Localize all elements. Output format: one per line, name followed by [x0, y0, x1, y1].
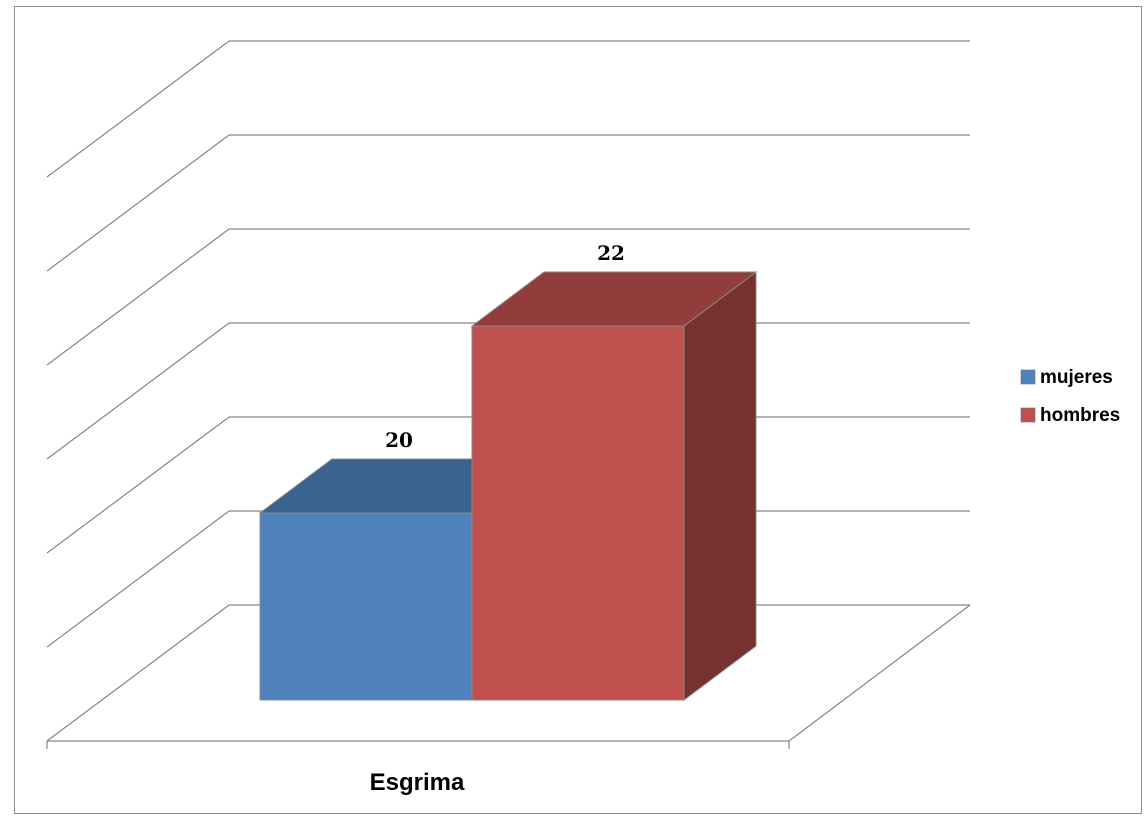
data-label-hombres: 22 — [597, 241, 625, 265]
gridline-side — [46, 134, 230, 272]
gridline-side — [46, 40, 230, 178]
gridline-side — [46, 510, 230, 648]
bar-side-hombres — [683, 271, 757, 701]
legend-swatch-mujeres — [1020, 369, 1036, 385]
data-label-mujeres: 20 — [385, 428, 413, 452]
gridline-side — [46, 416, 230, 554]
floor-right-edge — [788, 604, 971, 742]
category-label: Esgrima — [370, 769, 465, 796]
legend-swatch-hombres — [1020, 407, 1036, 423]
legend-label-hombres: hombres — [1040, 405, 1120, 426]
bar-front-mujeres — [259, 512, 473, 701]
bar-front-hombres — [471, 325, 685, 701]
gridline-side — [46, 604, 230, 742]
bar-hombres — [470, 271, 758, 701]
bar-group — [258, 271, 758, 701]
legend: mujeres hombres — [1020, 367, 1120, 426]
legend-label-mujeres: mujeres — [1040, 367, 1113, 388]
gridline-side — [46, 322, 230, 460]
chart-walls — [46, 40, 971, 749]
gridline-side — [46, 228, 230, 366]
